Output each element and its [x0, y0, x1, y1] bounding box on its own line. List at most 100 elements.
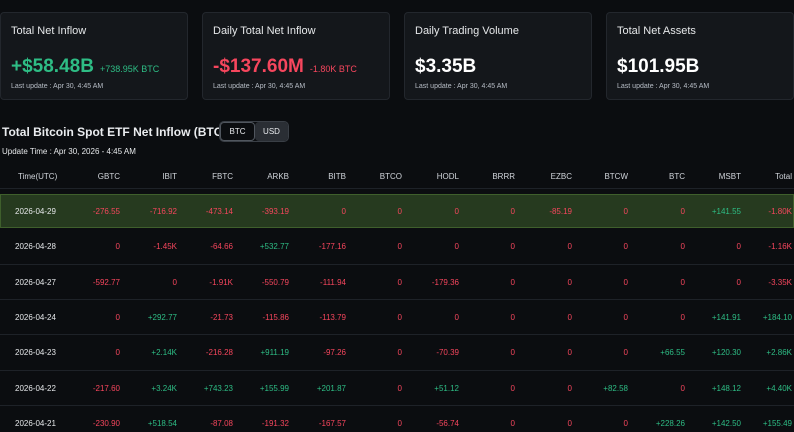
flow-value: -64.66	[210, 242, 233, 252]
card-label: Daily Trading Volume	[415, 25, 519, 37]
row-rule	[0, 369, 794, 371]
flow-value: +743.23	[203, 383, 233, 393]
column-header: BTC	[669, 172, 685, 181]
flow-value: +51.12	[434, 383, 459, 393]
flow-value: 0	[567, 348, 572, 358]
row-date: 2026-04-21	[15, 418, 56, 428]
flow-value: 0	[736, 277, 741, 287]
flow-value: 0	[115, 348, 120, 358]
flow-value: +518.54	[147, 418, 177, 428]
card-value-text: -$137.60M	[213, 56, 304, 77]
card-update: Last update : Apr 30, 4:45 AM	[415, 83, 508, 90]
column-header: Total	[775, 172, 792, 181]
card-label: Total Net Assets	[617, 25, 696, 37]
flow-value: +142.50	[711, 418, 741, 428]
column-header: GBTC	[97, 172, 120, 181]
card-label: Daily Total Net Inflow	[213, 25, 316, 37]
flow-value: 0	[341, 207, 346, 216]
row-date: 2026-04-27	[15, 277, 56, 287]
flow-value: -1.80K	[768, 207, 792, 216]
row-date: 2026-04-22	[15, 383, 56, 393]
flow-value: 0	[510, 242, 515, 252]
row-rule	[0, 298, 794, 300]
card-value: +$58.48B +738.95K BTC	[11, 56, 159, 78]
flow-value: +82.58	[603, 383, 628, 393]
flow-value: 0	[397, 348, 402, 358]
header-rule	[0, 188, 794, 189]
flow-value: 0	[567, 418, 572, 428]
toggle-usd[interactable]: USD	[255, 122, 288, 141]
flow-value: 0	[397, 418, 402, 428]
flow-value: 0	[567, 277, 572, 287]
flow-value: 0	[115, 312, 120, 322]
flow-value: -216.28	[205, 348, 233, 358]
flow-value: 0	[567, 312, 572, 322]
flow-value: +3.24K	[151, 383, 177, 393]
row-rule	[0, 404, 794, 406]
flow-value: -393.19	[261, 207, 289, 216]
update-time: Update Time : Apr 30, 2026 - 4:45 AM	[2, 147, 136, 156]
row-date: 2026-04-29	[15, 207, 56, 216]
stat-card: Daily Total Net Inflow -$137.60M -1.80K B…	[202, 12, 390, 100]
flow-value: -3.35K	[768, 277, 792, 287]
card-value-text: $101.95B	[617, 56, 700, 77]
column-header: EZBC	[550, 172, 572, 181]
card-update: Last update : Apr 30, 4:45 AM	[617, 83, 710, 90]
row-date: 2026-04-28	[15, 242, 56, 252]
flow-value: -70.39	[436, 348, 459, 358]
card-value: -$137.60M -1.80K BTC	[213, 56, 357, 78]
card-update: Last update : Apr 30, 4:45 AM	[11, 83, 104, 90]
flow-value: 0	[510, 207, 515, 216]
flow-value: +155.49	[762, 418, 792, 428]
flow-value: 0	[397, 277, 402, 287]
flow-value: 0	[454, 312, 459, 322]
card-value: $3.35B	[415, 56, 476, 78]
toggle-btc[interactable]: BTC	[220, 122, 255, 141]
flow-value: 0	[115, 242, 120, 252]
flow-value: 0	[510, 312, 515, 322]
flow-value: 0	[736, 242, 741, 252]
flow-value: +66.55	[660, 348, 685, 358]
flow-value: -217.60	[92, 383, 120, 393]
flow-value: 0	[454, 207, 459, 216]
flow-value: 0	[680, 383, 685, 393]
flow-value: -473.14	[205, 207, 233, 216]
card-sub: -1.80K BTC	[309, 64, 357, 74]
flow-value: -276.55	[92, 207, 120, 216]
card-value-text: +$58.48B	[11, 56, 94, 77]
column-header: FBTC	[212, 172, 233, 181]
column-header: BRRR	[492, 172, 515, 181]
flow-value: -716.92	[149, 207, 177, 216]
section-title: Total Bitcoin Spot ETF Net Inflow (BTC)	[2, 125, 227, 139]
flow-value: -179.36	[431, 277, 459, 287]
flow-value: +4.40K	[766, 383, 792, 393]
flow-value: 0	[397, 207, 402, 216]
flow-value: +911.19	[260, 348, 289, 358]
column-header: ARKB	[267, 172, 289, 181]
stat-card: Daily Trading Volume $3.35B Last update …	[404, 12, 592, 100]
flow-value: +228.26	[655, 418, 685, 428]
flow-value: +532.77	[259, 242, 289, 252]
flow-value: +184.10	[762, 312, 792, 322]
flow-value: -1.45K	[153, 242, 177, 252]
flow-value: 0	[397, 383, 402, 393]
card-sub: +738.95K BTC	[99, 64, 160, 74]
flow-value: +120.30	[711, 348, 741, 358]
flow-value: 0	[680, 207, 685, 216]
flow-value: -113.79	[319, 312, 346, 322]
flow-value: +155.99	[259, 383, 289, 393]
flow-value: 0	[623, 312, 628, 322]
row-rule	[0, 334, 794, 336]
flow-value: 0	[623, 242, 628, 252]
flow-value: -177.16	[318, 242, 346, 252]
flow-value: 0	[397, 312, 402, 322]
stat-card: Total Net Inflow +$58.48B +738.95K BTC La…	[0, 12, 188, 100]
flow-value: 0	[510, 418, 515, 428]
flow-value: 0	[567, 242, 572, 252]
flow-value: +2.86K	[766, 348, 792, 358]
card-value: $101.95B	[617, 56, 699, 78]
flow-value: 0	[510, 348, 515, 358]
flow-value: +201.87	[316, 383, 346, 393]
flow-value: -550.79	[261, 277, 289, 287]
